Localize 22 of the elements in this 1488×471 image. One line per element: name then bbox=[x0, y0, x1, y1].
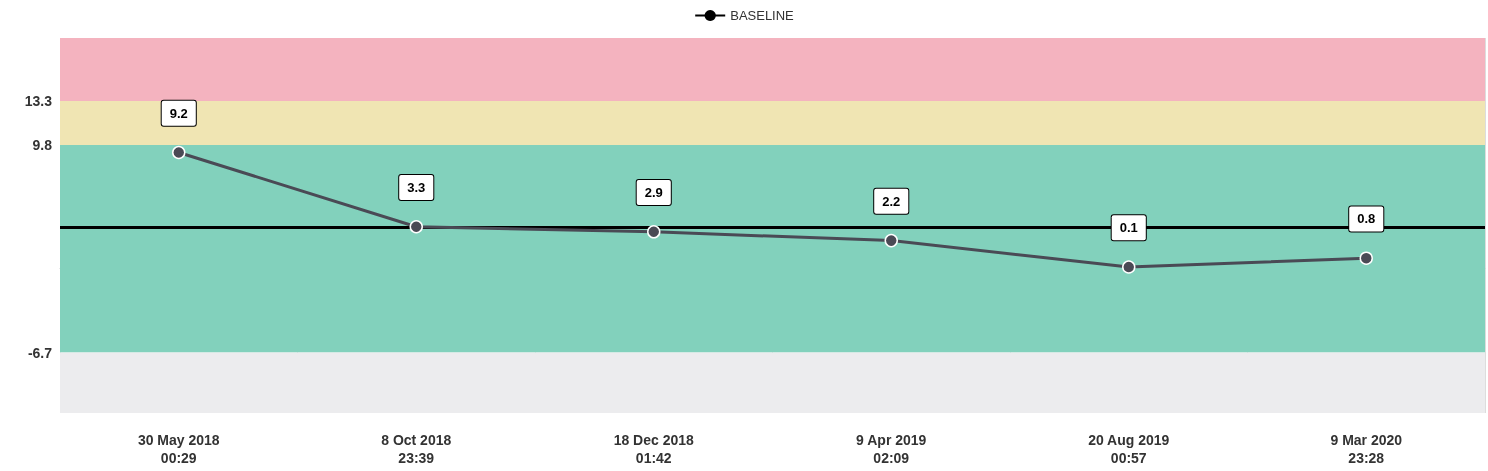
x-tick-label: 18 Dec 2018 01:42 bbox=[613, 432, 695, 466]
legend-label: BASELINE bbox=[730, 8, 795, 23]
x-tick-label: 20 Aug 2019 00:57 bbox=[1088, 432, 1170, 466]
data-label: 0.8 bbox=[1357, 211, 1376, 227]
data-label: 9.2 bbox=[169, 105, 188, 121]
point bbox=[1122, 260, 1136, 274]
data-label: 2.2 bbox=[882, 193, 901, 209]
point bbox=[172, 145, 186, 160]
x-tick-label: 30 May 2018 00:29 bbox=[137, 432, 220, 466]
y-tick-label: 9.8 bbox=[32, 136, 53, 153]
point bbox=[409, 220, 423, 234]
data-label: 0.1 bbox=[1119, 220, 1138, 236]
point bbox=[884, 233, 898, 248]
y-tick-label: -6.7 bbox=[27, 344, 53, 361]
x-tick-label: 9 Mar 2020 23:28 bbox=[1330, 432, 1403, 466]
data-label: 2.9 bbox=[644, 185, 663, 201]
x-tick-label: 9 Apr 2019 02:09 bbox=[856, 432, 927, 466]
y-tick-label: 13.3 bbox=[24, 92, 53, 109]
x-tick-label: 8 Oct 2018 23:39 bbox=[381, 432, 452, 466]
point bbox=[1359, 251, 1373, 265]
point bbox=[647, 225, 661, 239]
data-label: 3.3 bbox=[407, 180, 426, 196]
